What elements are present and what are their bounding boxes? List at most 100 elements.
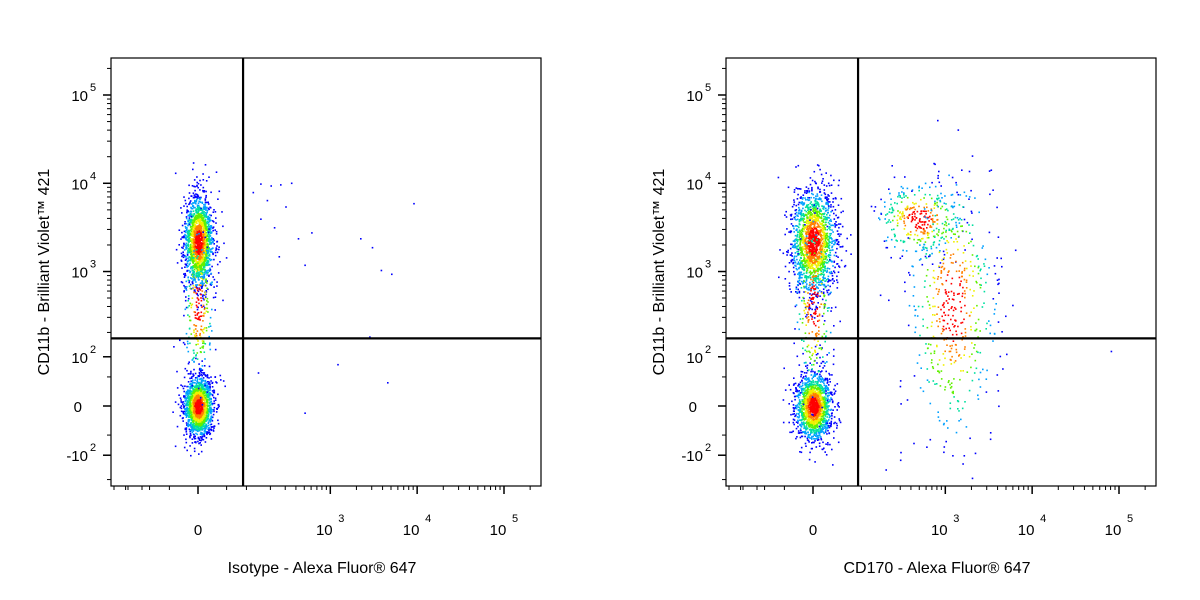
event-dot [252, 191, 255, 194]
event-dot [369, 336, 371, 338]
event-dot [196, 266, 198, 269]
event-dot [812, 379, 814, 382]
event-dot [196, 403, 199, 406]
event-dot [196, 387, 199, 390]
event-dot [210, 191, 212, 194]
event-dot [181, 401, 183, 404]
event-dot [211, 394, 214, 396]
event-dot [198, 238, 200, 240]
event-dot [199, 246, 202, 248]
event-dot [799, 436, 802, 439]
event-dot [809, 410, 812, 413]
event-dot [205, 411, 208, 414]
event-dot [190, 240, 192, 242]
event-dot [797, 393, 800, 396]
event-dot [203, 204, 205, 206]
event-dot [197, 410, 200, 413]
event-dot [191, 223, 194, 225]
event-dot [202, 231, 204, 233]
event-dot [815, 419, 817, 422]
event-dot [809, 402, 811, 405]
event-dot [213, 258, 215, 261]
event-dot [795, 405, 798, 407]
event-dot [206, 246, 209, 249]
event-dot [194, 258, 197, 260]
event-dot [192, 373, 194, 375]
event-dot [803, 372, 806, 374]
event-dot [194, 231, 197, 233]
event-dot [198, 383, 201, 385]
event-dot [193, 250, 195, 252]
event-dot [185, 390, 188, 393]
event-dot [196, 253, 198, 255]
event-dot [201, 285, 204, 288]
event-dot [201, 346, 203, 348]
event-dot [207, 414, 210, 417]
event-dot [200, 439, 202, 442]
event-dot [214, 296, 217, 298]
event-dot [182, 412, 185, 414]
event-dot [807, 400, 809, 403]
event-dot [810, 403, 813, 405]
event-dot [198, 453, 200, 455]
event-dot [198, 389, 200, 392]
event-dot [811, 442, 813, 444]
event-dot [799, 451, 801, 453]
event-dot [202, 255, 205, 258]
event-dot [181, 231, 183, 234]
event-dot [210, 438, 213, 440]
event-dot [812, 388, 815, 391]
event-dot [797, 425, 799, 428]
event-dot [826, 394, 829, 397]
event-dot [191, 395, 194, 398]
event-dot [207, 431, 209, 433]
event-dot [180, 384, 182, 386]
event-dot [819, 434, 821, 437]
event-dot [192, 430, 195, 432]
event-dot [204, 389, 206, 391]
event-dot [186, 409, 188, 412]
event-dot [208, 258, 211, 260]
event-dot [212, 426, 214, 428]
event-dot [206, 410, 209, 413]
event-dot [208, 254, 210, 257]
event-dot [817, 415, 820, 417]
event-dot [202, 221, 204, 224]
event-dot [827, 398, 829, 400]
event-dot [814, 427, 816, 430]
event-dot [190, 215, 193, 218]
event-dot [809, 451, 811, 454]
event-dot [209, 411, 212, 413]
event-dot [197, 397, 200, 400]
event-dot [206, 225, 209, 228]
event-dot [202, 230, 205, 232]
event-dot [205, 213, 208, 215]
event-dot [195, 220, 198, 223]
y-tick-label: 0 [74, 399, 82, 416]
event-dot [198, 407, 200, 410]
event-dot [201, 224, 203, 226]
event-dot [190, 238, 192, 241]
event-dot [212, 276, 214, 278]
event-dot [208, 344, 211, 346]
event-dot [210, 242, 212, 244]
event-dot [185, 427, 188, 429]
event-dot [210, 219, 212, 222]
event-dot [200, 242, 202, 244]
event-dot [188, 221, 191, 224]
event-dot [199, 415, 201, 418]
event-dot [172, 411, 174, 413]
event-dot [188, 184, 190, 187]
event-dot [198, 242, 200, 244]
event-dot [174, 445, 177, 448]
event-dot [211, 416, 214, 419]
event-dot [188, 361, 190, 363]
event-dot [193, 212, 195, 215]
event-dot [195, 270, 198, 273]
event-dot [807, 439, 810, 442]
event-dot [797, 402, 800, 405]
event-dot [193, 394, 195, 397]
event-dot [827, 392, 829, 394]
event-dot [815, 387, 817, 390]
